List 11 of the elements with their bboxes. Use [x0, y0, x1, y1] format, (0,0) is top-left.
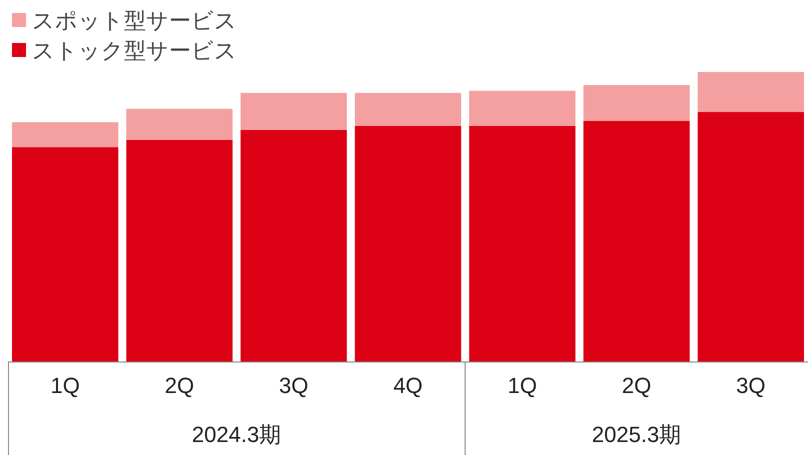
x-tick-label: 1Q	[50, 373, 80, 398]
x-tick-label: 3Q	[279, 373, 308, 398]
text: 2024.3期	[192, 422, 282, 447]
x-tick-label: 2Q	[622, 373, 652, 398]
legend-label: スポット型サービス	[32, 8, 237, 33]
legend-label: ストック型サービス	[32, 38, 237, 63]
x-tick-label: 3Q	[736, 373, 766, 398]
x-tick-label: 2Q	[164, 373, 194, 398]
text: 2025.3期	[592, 422, 682, 447]
x-tick-label: 1Q	[508, 373, 537, 398]
x-tick-label: 4Q	[393, 373, 423, 398]
